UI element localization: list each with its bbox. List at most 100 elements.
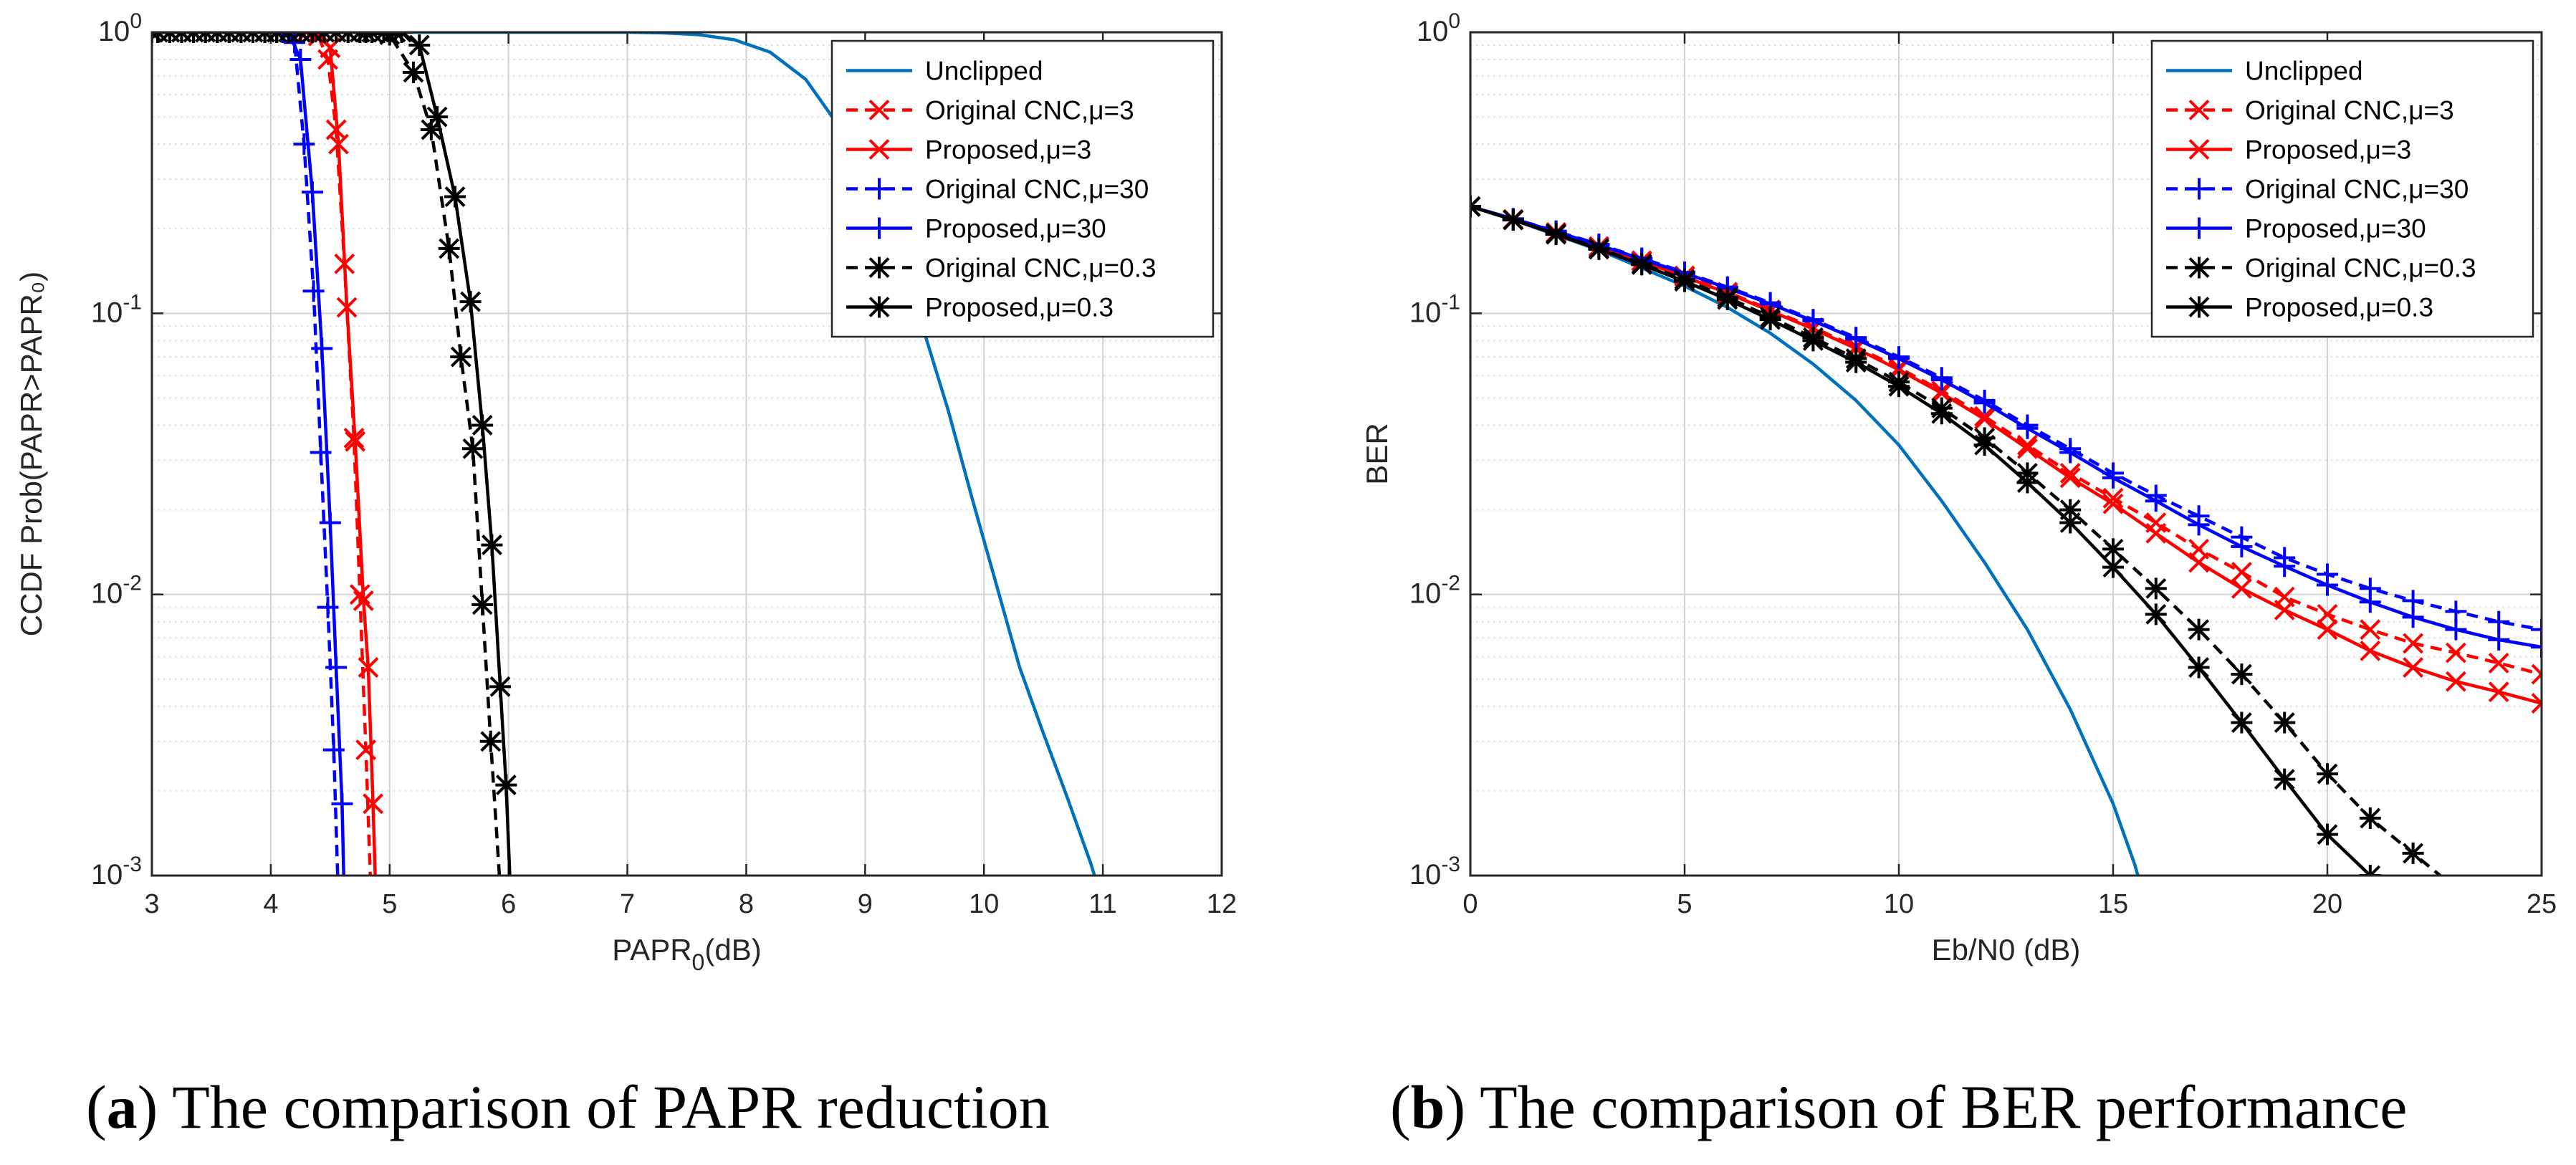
data-point [2531,663,2542,685]
data-point [349,584,370,605]
data-point [2231,663,2253,686]
data-point [2488,653,2509,673]
data-point [1845,351,1867,373]
legend-label: Original CNC,μ=0.3 [2245,254,2476,283]
data-point [311,337,333,360]
data-point [2102,538,2124,560]
y-tick-label: 100 [98,9,142,47]
x-tick-label: 0 [1462,889,1478,919]
data-point [402,61,424,83]
legend-marker [868,257,890,279]
data-point [2102,556,2124,578]
legend-label: Proposed,μ=3 [925,135,1091,165]
data-point [2488,610,2510,633]
x-tick-label: 15 [2098,889,2128,919]
data-point [331,792,353,815]
caption-a: (a) The comparison of PAPR reduction [86,1073,1050,1141]
data-point [2360,619,2381,641]
legend-marker [868,296,890,318]
data-point [2359,591,2381,613]
x-tick-label: 5 [1677,889,1692,919]
legend-label: Unclipped [2245,57,2363,86]
data-point [420,119,442,141]
legend-marker [2188,178,2210,200]
y-tick-label: 10-3 [91,853,142,891]
data-point [368,951,387,969]
data-point [2102,493,2124,514]
x-axis-label: Eb/N0 (dB) [1932,933,2081,967]
data-point [2188,514,2210,536]
data-point [2317,823,2338,845]
data-point [461,438,484,460]
x-tick-label: 3 [144,889,159,919]
data-point [2317,763,2338,785]
legend-label: Original CNC,μ=30 [2245,175,2469,204]
data-point [504,949,525,971]
data-point [2274,711,2296,734]
data-point [378,32,401,46]
data-point [1759,309,1781,331]
data-point [1888,347,1910,370]
data-point [2145,522,2167,544]
data-point [301,181,323,203]
legend-box [830,39,1215,338]
data-point [2531,693,2542,714]
x-tick-label: 9 [858,889,873,919]
legend-label: Original CNC,μ=3 [925,96,1134,125]
data-point [363,910,381,929]
data-point [2445,878,2466,899]
legend-label: Original CNC,μ=0.3 [925,254,1157,283]
caption-a-letter: a [106,1073,138,1141]
data-point [319,512,341,534]
data-point [2274,600,2295,620]
data-point [1716,289,1738,311]
data-point [2059,441,2082,464]
data-point [481,534,503,556]
data-point [426,106,449,128]
series-group [1470,196,2542,906]
data-point [353,590,374,611]
x-tick-label: 5 [382,889,397,919]
legend-marker [2188,257,2210,279]
data-point [328,133,349,155]
legend-box [2150,39,2534,338]
caption-a-text: The comparison of PAPR reduction [172,1073,1050,1141]
data-point [471,414,494,436]
data-point [1502,208,1524,231]
x-tick-label: 4 [263,889,278,919]
data-point [2445,671,2466,692]
data-point [1674,270,1695,292]
axes-box [150,31,1223,877]
data-point [2016,471,2039,494]
data-point [363,793,383,815]
y-tick-label: 10-2 [1409,572,1460,610]
legend-marker [868,217,890,239]
data-point [2317,574,2338,596]
data-point [2317,619,2338,641]
y-tick-label: 100 [1417,9,1460,47]
data-point [2488,681,2509,703]
data-point [289,49,312,71]
data-point [1930,369,1953,391]
data-point [2188,618,2210,641]
data-point [498,949,519,971]
data-point [489,676,512,698]
legend-label: Original CNC,μ=3 [2245,96,2454,125]
data-point [2059,463,2081,484]
data-point [2445,600,2467,623]
data-point [302,280,325,302]
legend-label: Proposed,μ=30 [925,214,1106,244]
legend-marker [868,178,890,200]
caption-b-letter: b [1410,1073,1445,1141]
data-point [2531,618,2542,641]
data-point [1973,434,1996,456]
data-point [471,593,494,615]
legend-marker [2188,296,2210,318]
legend-marker [2188,100,2210,120]
data-point [1974,408,1996,430]
data-point [2381,885,2403,906]
data-point [2188,552,2210,573]
data-point [1802,330,1824,352]
data-point [1545,224,1567,246]
